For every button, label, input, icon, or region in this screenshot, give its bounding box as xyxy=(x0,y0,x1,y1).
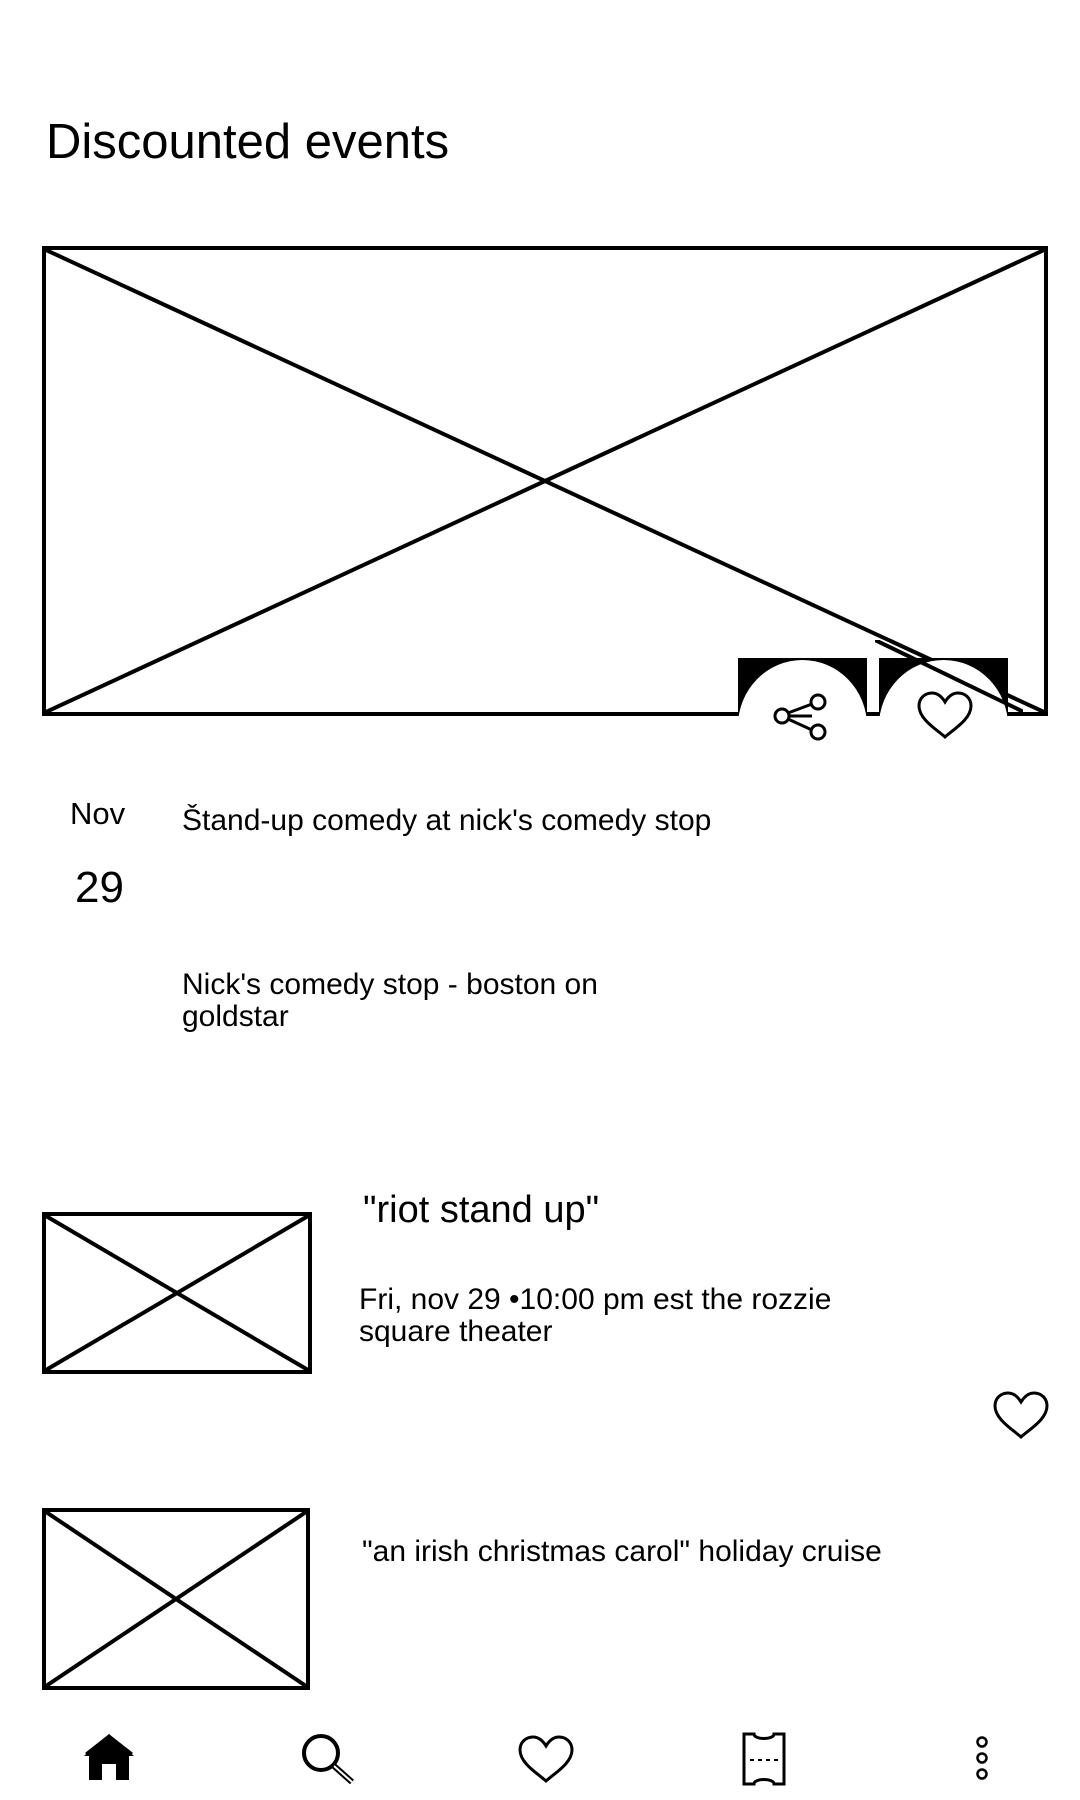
featured-event-venue: Nick's comedy stop - boston on goldstar xyxy=(182,968,598,1033)
event-title[interactable]: "an irish christmas carol" holiday cruis… xyxy=(362,1535,882,1568)
image-placeholder-icon xyxy=(46,1512,306,1686)
search-icon[interactable] xyxy=(300,1732,356,1786)
heart-icon[interactable] xyxy=(992,1390,1050,1442)
event-date-day: 29 xyxy=(75,863,124,912)
page-title: Discounted events xyxy=(46,115,450,169)
ticket-icon[interactable] xyxy=(740,1732,788,1786)
home-icon[interactable] xyxy=(82,1732,136,1782)
event-title[interactable]: "riot stand up" xyxy=(363,1189,600,1231)
favorite-button[interactable] xyxy=(879,658,1008,716)
more-vertical-icon[interactable] xyxy=(974,1736,990,1782)
event-thumbnail[interactable] xyxy=(42,1212,312,1374)
hero-diagonal-overlay xyxy=(875,640,1023,714)
share-icon[interactable] xyxy=(772,690,832,742)
image-placeholder-icon xyxy=(46,250,1044,712)
event-date-month: Nov xyxy=(70,796,126,831)
event-thumbnail[interactable] xyxy=(42,1508,310,1690)
image-placeholder-icon xyxy=(46,1216,308,1370)
featured-event-title[interactable]: Štand-up comedy at nick's comedy stop xyxy=(182,804,712,837)
heart-icon[interactable] xyxy=(517,1734,575,1786)
featured-event-image[interactable] xyxy=(42,246,1048,716)
event-subtitle: Fri, nov 29 •10:00 pm est the rozzie squ… xyxy=(359,1283,832,1348)
heart-icon[interactable] xyxy=(916,690,974,742)
